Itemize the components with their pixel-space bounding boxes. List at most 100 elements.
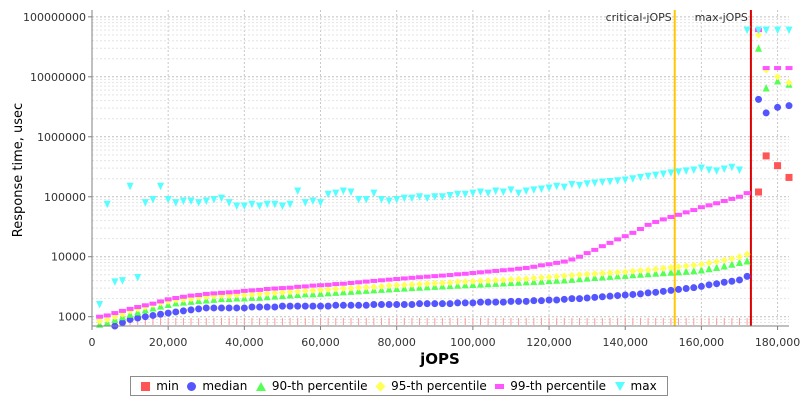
x-tick-label: 40,000 xyxy=(225,336,264,349)
point-95-th-percentile xyxy=(103,315,111,323)
point-99-th-percentile xyxy=(126,306,134,311)
point-median xyxy=(720,278,728,286)
point-95-th-percentile xyxy=(774,73,782,81)
y-tick-label: 100000000 xyxy=(23,11,86,24)
legend-marker-median xyxy=(187,381,197,391)
point-99-th-percentile xyxy=(408,275,416,280)
point-95-th-percentile xyxy=(355,284,363,292)
point-median xyxy=(454,299,462,307)
point-max xyxy=(271,200,279,209)
x-tick-label: 60,000 xyxy=(301,336,340,349)
point-95-th-percentile xyxy=(461,278,469,286)
point-median xyxy=(438,300,446,308)
point-95-th-percentile xyxy=(621,268,629,276)
point-median xyxy=(377,300,385,308)
point-median xyxy=(614,292,622,300)
point-99-th-percentile xyxy=(385,277,393,282)
point-max xyxy=(636,173,644,182)
point-99-th-percentile xyxy=(332,282,340,287)
point-95-th-percentile xyxy=(393,281,401,289)
point-99-th-percentile xyxy=(697,205,705,210)
y-tick-label: 100000 xyxy=(44,191,86,204)
point-99-th-percentile xyxy=(735,194,743,199)
point-99-th-percentile xyxy=(583,251,591,256)
point-median xyxy=(385,300,393,308)
legend-item-95th: 95-th percentile xyxy=(375,379,487,393)
point-max xyxy=(294,187,302,195)
point-99-th-percentile xyxy=(774,66,782,71)
max-jops-label: max-jOPS xyxy=(695,11,748,24)
point-99-th-percentile xyxy=(762,66,770,71)
point-90-th-percentile xyxy=(743,256,751,265)
point-median xyxy=(499,298,507,306)
point-95-th-percentile xyxy=(515,275,523,283)
point-median xyxy=(225,304,233,312)
point-95-th-percentile xyxy=(263,289,271,297)
critical-jops-label: critical-jOPS xyxy=(606,11,672,24)
x-tick-label: 20,000 xyxy=(149,336,188,349)
point-min xyxy=(785,173,793,181)
point-median xyxy=(179,307,187,315)
point-median xyxy=(278,302,286,310)
point-95-th-percentile xyxy=(408,280,416,288)
point-95-th-percentile xyxy=(629,267,637,275)
point-max xyxy=(202,197,210,205)
point-median xyxy=(301,302,309,310)
point-median xyxy=(423,300,431,308)
point-95-th-percentile xyxy=(705,259,713,267)
point-99-th-percentile xyxy=(301,284,309,289)
point-median xyxy=(644,289,652,297)
point-max xyxy=(785,26,793,35)
point-max xyxy=(339,187,347,195)
point-90-th-percentile xyxy=(697,266,705,274)
point-95-th-percentile xyxy=(755,31,763,39)
point-99-th-percentile xyxy=(157,299,165,304)
point-median xyxy=(636,290,644,298)
point-max xyxy=(134,274,142,282)
point-max xyxy=(103,200,111,209)
point-median xyxy=(339,301,347,309)
point-max xyxy=(743,26,751,35)
point-median xyxy=(507,297,515,305)
point-median xyxy=(553,296,561,304)
point-95-th-percentile xyxy=(522,275,530,283)
point-median xyxy=(697,282,705,290)
point-median xyxy=(652,288,660,296)
point-median xyxy=(492,298,500,306)
point-99-th-percentile xyxy=(377,278,385,283)
point-95-th-percentile xyxy=(347,284,355,292)
point-99-th-percentile xyxy=(690,208,698,213)
point-median xyxy=(591,293,599,301)
point-median xyxy=(728,277,736,285)
point-99-th-percentile xyxy=(278,286,286,291)
point-max xyxy=(530,186,538,194)
point-max xyxy=(507,186,515,194)
point-99-th-percentile xyxy=(141,303,149,308)
point-max xyxy=(416,193,424,201)
point-max xyxy=(400,194,408,203)
point-99-th-percentile xyxy=(667,214,675,219)
point-median xyxy=(263,303,271,311)
point-max xyxy=(263,200,271,209)
point-max xyxy=(762,26,770,35)
point-99-th-percentile xyxy=(271,286,279,291)
point-99-th-percentile xyxy=(324,282,332,287)
point-99-th-percentile xyxy=(431,274,439,279)
point-max xyxy=(697,164,705,173)
point-median xyxy=(271,303,279,311)
point-max xyxy=(377,196,385,204)
point-99-th-percentile xyxy=(476,270,484,275)
point-90-th-percentile xyxy=(568,275,576,283)
point-99-th-percentile xyxy=(423,274,431,279)
point-95-th-percentile xyxy=(469,277,477,285)
point-max xyxy=(537,185,545,193)
point-median xyxy=(195,305,203,313)
point-95-th-percentile xyxy=(438,279,446,287)
point-95-th-percentile xyxy=(96,317,104,325)
point-95-th-percentile xyxy=(370,283,378,291)
point-99-th-percentile xyxy=(362,279,370,284)
point-90-th-percentile xyxy=(682,267,690,275)
point-99-th-percentile xyxy=(355,280,363,285)
point-99-th-percentile xyxy=(484,269,492,274)
